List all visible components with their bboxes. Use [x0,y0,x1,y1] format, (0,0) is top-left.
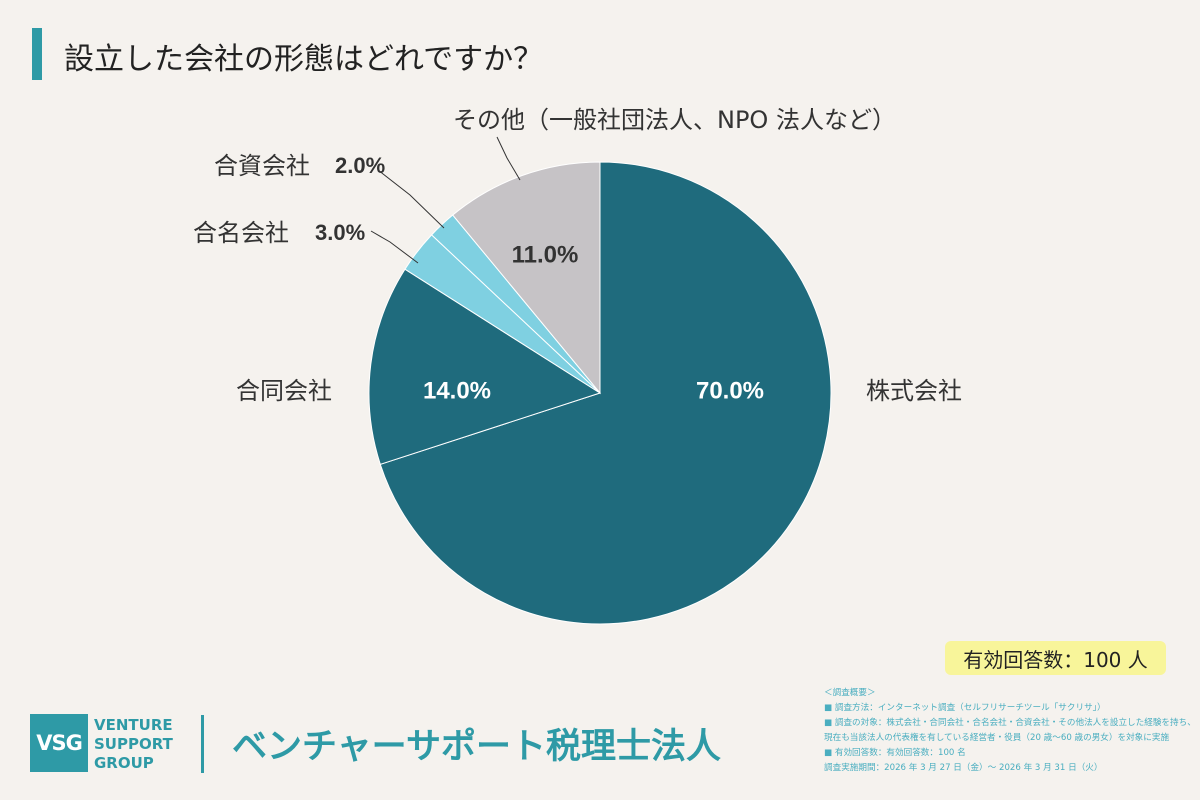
logo-word: SUPPORT [94,735,173,753]
logo-word: VENTURE [94,716,173,734]
survey-note-line: ＜調査概要＞ [824,688,876,698]
vsg-logo: VSG [30,714,88,772]
survey-note-line: ■ 有効回答数：有効回答数：100 名 [824,748,966,758]
title-accent-bar [32,28,42,80]
logo-word: GROUP [94,754,154,772]
survey-note-line: ■ 調査の対象：株式会社・合同会社・合名会社・合資会社・その他法人を設立した経験… [824,718,1194,728]
survey-note-line: ■ 調査方法：インターネット調査（セルフリサーチツール「サクリサ」） [824,703,1106,713]
page-title: 設立した会社の形態はどれですか？ [64,42,544,77]
footer-divider [201,715,204,773]
slice-category-label: 合資会社 [214,152,310,180]
logo-words: VENTURE SUPPORT GROUP [94,716,173,773]
survey-note-line: 現在も当該法人の代表権を有している経営者・役員（20 歳〜60 歳の男女）を対象… [824,733,1170,743]
slice-category-label: 株式会社 [866,377,962,405]
pie-slice [379,161,832,625]
slice-percent-label: 14.0% [423,377,491,404]
leader-line [377,169,445,229]
slice-percent-label: 2.0% [335,153,385,178]
pie-slice [368,268,602,466]
slice-percent-label: 70.0% [696,377,764,404]
leader-line [370,230,419,264]
slice-category-label: 合名会社 [193,219,289,247]
survey-notes: ＜調査概要＞ ■ 調査方法：インターネット調査（セルフリサーチツール「サクリサ」… [824,686,1194,776]
slice-category-label: その他（一般社団法人、NPO 法人など） [453,106,896,134]
survey-note-line: 調査実施期間：2026 年 3 月 27 日（金）〜 2026 年 3 月 31… [824,763,1103,773]
slice-percent-label: 3.0% [315,220,365,245]
brand-name: ベンチャーサポート税理士法人 [232,727,721,767]
pie-slice [452,161,601,395]
leader-line [496,136,521,181]
slice-category-label: 合同会社 [236,377,332,405]
slice-percent-label: 11.0% [512,241,579,268]
response-count-badge: 有効回答数：100 人 [945,641,1166,675]
